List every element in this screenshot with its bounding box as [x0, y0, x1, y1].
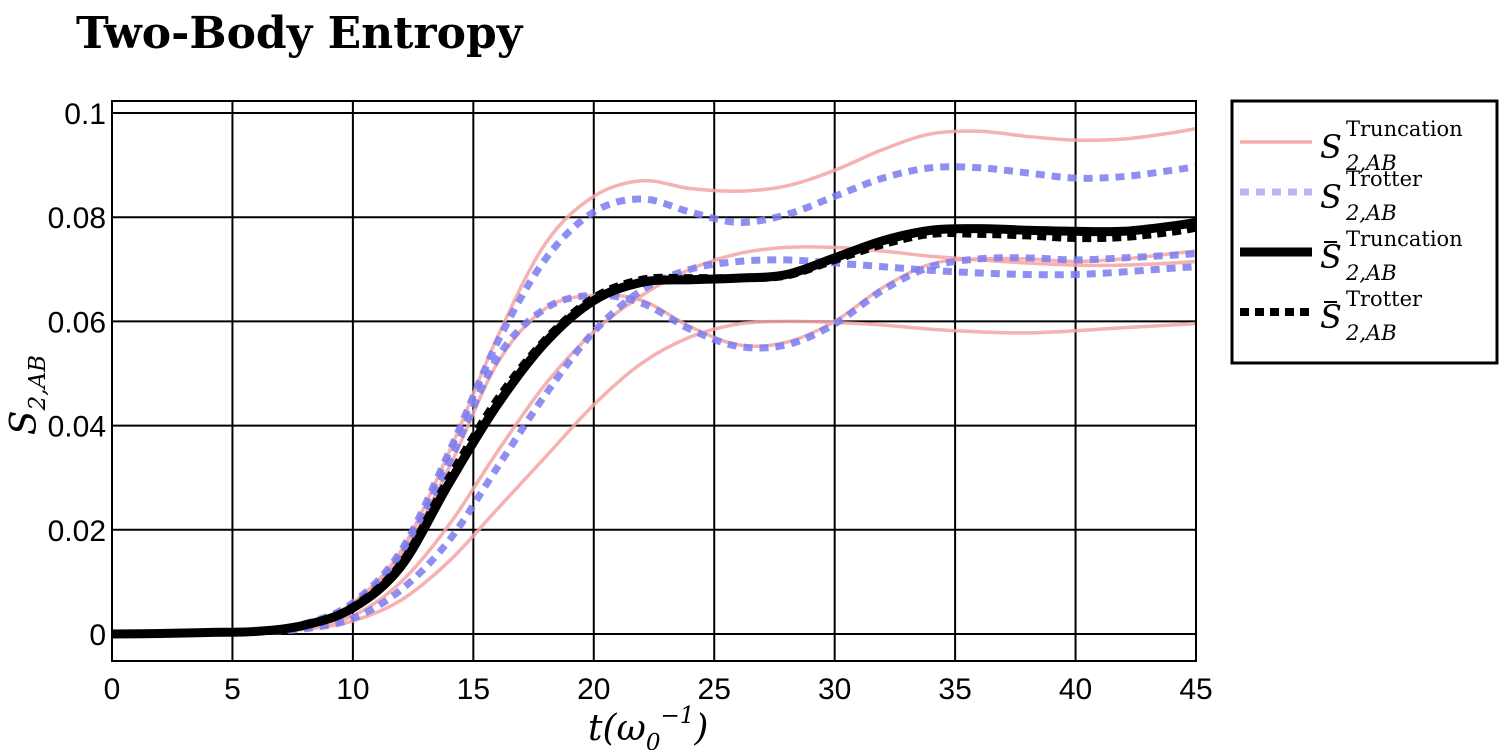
- series-lines: [111, 126, 1197, 639]
- legend-label-mean-truncation: S: [1320, 238, 1342, 276]
- x-axis-label: t(ω0−1): [588, 703, 708, 750]
- legend-superscript: Trotter: [1346, 167, 1423, 191]
- series-line-trotter: [111, 250, 1197, 638]
- series-line-mean-trotter: [111, 223, 1197, 638]
- legend-label-trotter: S: [1320, 178, 1342, 216]
- y-tick-label: 0.1: [64, 98, 106, 131]
- legend-subscript: 2,AB: [1345, 261, 1397, 285]
- x-tick-label: 0: [104, 673, 121, 706]
- y-tick-label: 0.02: [48, 515, 106, 548]
- grid-lines: [111, 101, 1197, 661]
- y-tick-label: 0.04: [48, 411, 106, 444]
- y-tick-label: 0.08: [48, 202, 106, 235]
- legend-label-mean-trotter: S: [1320, 298, 1342, 336]
- x-tick-label: 20: [577, 673, 610, 706]
- series-line-truncation: [111, 249, 1197, 636]
- chart-title: Two-Body Entropy: [76, 8, 523, 59]
- x-tick-label: 40: [1059, 673, 1092, 706]
- series-line-truncation: [111, 319, 1197, 636]
- y-tick-label: 0: [89, 619, 106, 652]
- legend-superscript: Truncation: [1346, 117, 1463, 141]
- legend-subscript: 2,AB: [1345, 321, 1397, 345]
- series-line-mean-truncation: [111, 217, 1197, 639]
- x-tick-label: 5: [224, 673, 241, 706]
- x-tick-label: 45: [1179, 673, 1212, 706]
- legend-subscript: 2,AB: [1345, 151, 1397, 175]
- y-tick-label: 0.06: [48, 306, 106, 339]
- legend-frame: [1230, 99, 1499, 365]
- legend-superscript: Truncation: [1346, 227, 1463, 251]
- x-tick-label: 30: [818, 673, 851, 706]
- x-tick-label: 35: [938, 673, 971, 706]
- plot-frame: [111, 100, 1197, 662]
- y-axis-label: S2,AB: [4, 355, 51, 435]
- x-tick-label: 10: [336, 673, 369, 706]
- x-tick-label: 15: [457, 673, 490, 706]
- series-line-truncation: [111, 126, 1197, 636]
- series-line-trotter: [111, 256, 1197, 638]
- series-line-trotter: [111, 163, 1197, 638]
- x-tick-label: 25: [698, 673, 731, 706]
- legend-superscript: Trotter: [1346, 287, 1423, 311]
- legend-subscript: 2,AB: [1345, 201, 1397, 225]
- tick-labels: 0 5 10 15 20 25 30 35 40 45 0 0.02 0.04 0.06 0.08 0.1: [48, 98, 1213, 706]
- legend-label-truncation: S: [1320, 128, 1342, 166]
